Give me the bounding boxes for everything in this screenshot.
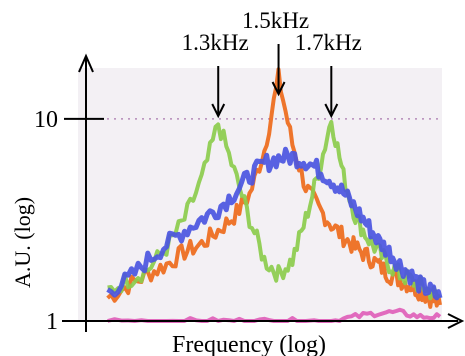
y-axis-arrowhead [78, 53, 94, 73]
annotation-arrowhead-2 [271, 81, 286, 97]
annotation-arrowhead-3 [324, 103, 339, 119]
axes-layer [62, 53, 465, 332]
y-tick-label-1: 1 [46, 309, 58, 335]
y-axis-label: A.U. (log) [10, 197, 35, 288]
annotation-label-3: 1.7kHz [295, 30, 362, 55]
label-layer: Frequency (log) A.U. (log) 1 10 1.3kHz1.5k… [10, 8, 362, 356]
annotation-label-1: 1.3kHz [182, 30, 249, 55]
series-line-3 [106, 146, 443, 301]
x-axis-arrowhead [447, 313, 465, 329]
annotation-label-2: 1.5kHz [242, 8, 309, 33]
y-tick-label-10: 10 [34, 107, 58, 133]
plot-layer [86, 67, 443, 323]
x-axis-label: Frequency (log) [172, 332, 326, 356]
series-line-2 [107, 119, 442, 301]
annotation-arrowhead-1 [211, 103, 226, 119]
